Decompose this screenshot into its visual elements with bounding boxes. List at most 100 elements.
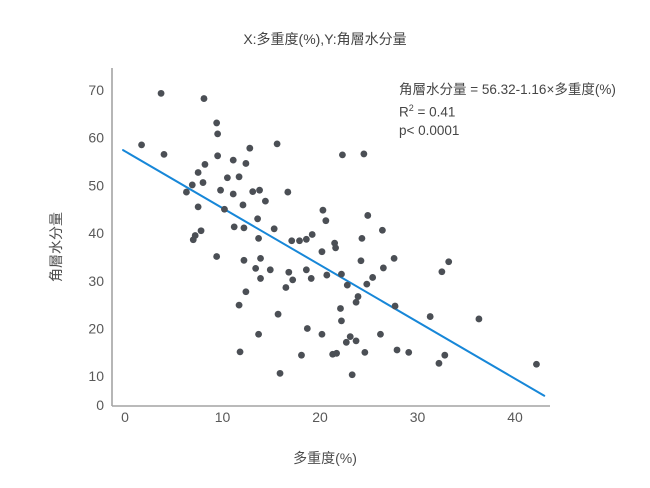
data-point [282,284,290,291]
x-axis-title: 多重度(%) [293,450,357,466]
data-point [229,156,237,164]
data-point [270,225,278,233]
data-point [221,205,228,213]
data-point [249,188,257,196]
y-tick-label: 20 [88,321,104,337]
data-point [223,174,231,182]
regression-line [122,149,546,397]
y-tick-label: 40 [88,225,104,241]
data-point [242,288,250,296]
data-point [256,186,263,194]
data-point [213,119,221,127]
y-tick-label: 50 [88,177,104,193]
data-point [255,234,262,242]
x-tick-label: 0 [121,409,129,425]
data-point [242,160,250,167]
data-point [257,275,264,282]
x-tick-label: 20 [312,409,328,425]
data-point [438,268,446,276]
data-point [302,266,310,274]
data-point [183,188,190,196]
data-point [391,302,399,310]
data-point [343,281,351,289]
data-point [194,203,202,211]
data-point [332,244,339,252]
data-point [354,293,362,300]
data-point [298,351,305,359]
data-point [229,190,237,198]
r-squared-value: R2 = 0.41 [399,103,456,120]
data-point [276,369,284,377]
x-tick-label: 30 [410,409,426,425]
p-value: p< 0.0001 [399,122,460,138]
data-point [339,151,346,159]
data-point [240,256,248,264]
data-point [405,348,413,356]
data-point [296,237,303,245]
data-point [322,217,330,225]
data-point [357,257,365,265]
x-tick-label: 10 [215,409,231,425]
x-tick-label: 40 [507,409,523,425]
data-point [188,181,196,189]
chart-title: X:多重度(%),Y:角層水分量 [243,31,407,47]
data-point [319,206,327,214]
y-tick-label: 30 [88,273,104,289]
data-point [230,223,238,231]
y-tick-label: 70 [88,82,104,98]
data-point [289,276,297,284]
data-point [284,188,292,196]
data-point [338,317,345,325]
data-point [377,330,384,338]
data-point [201,161,209,168]
regression-equation: 角層水分量 = 56.32-1.16×多重度(%) [399,82,616,97]
data-point [333,349,340,357]
data-point [235,301,243,309]
data-point [358,234,366,242]
data-point [393,346,401,354]
data-point [369,274,377,281]
data-point [303,325,311,332]
data-point [240,224,248,232]
data-point [346,333,354,341]
data-point [318,248,326,256]
y-tick-label: 10 [88,368,104,384]
data-point [379,264,387,272]
data-point [302,235,310,243]
data-point [274,310,282,318]
data-point [262,197,269,205]
data-point [273,140,281,148]
data-point [475,315,483,323]
data-point [318,330,326,338]
data-point [200,95,208,102]
data-point [214,152,222,160]
data-point [217,186,224,194]
y-tick-label: 0 [96,397,104,413]
regression-annotation: 角層水分量 = 56.32-1.16×多重度(%) R2 = 0.41 p< 0… [399,81,616,140]
data-point [246,144,254,152]
data-point [254,215,261,223]
data-point [189,236,197,244]
data-point [360,150,368,158]
data-point [199,179,207,186]
data-point [160,150,168,158]
data-point [252,264,260,272]
data-point [337,305,344,312]
data-point [379,226,386,234]
data-point [363,280,371,288]
data-point [361,348,369,356]
data-point [342,338,350,346]
data-point [338,270,345,278]
data-point [157,89,165,97]
data-point [533,360,540,368]
data-point [213,253,221,260]
data-point [214,130,222,138]
data-point [266,266,274,274]
data-point [308,231,316,238]
data-point [288,237,296,245]
y-tick-label: 60 [88,130,104,146]
data-point [390,254,398,262]
data-point [441,351,449,359]
